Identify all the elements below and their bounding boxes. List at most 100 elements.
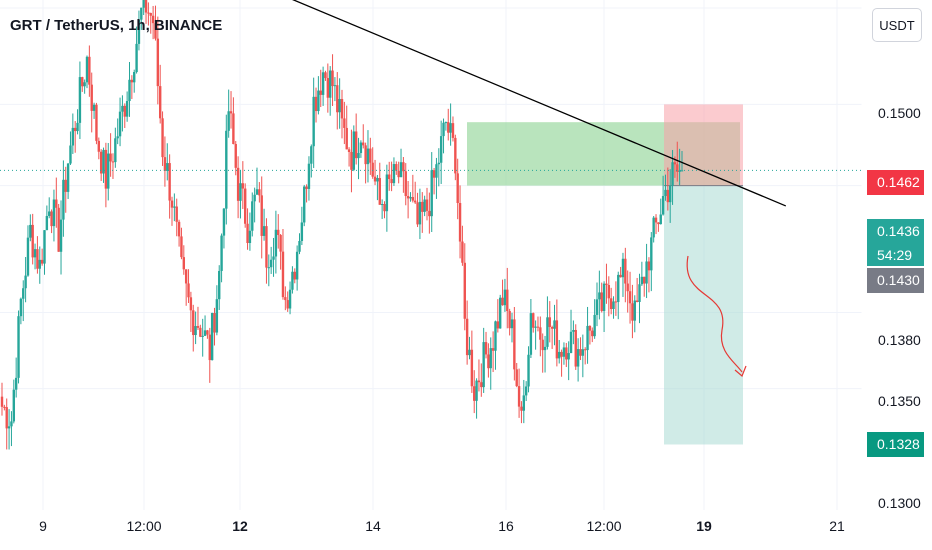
candle-body [149, 13, 152, 16]
candle-body [624, 258, 627, 284]
candles [0, 0, 684, 450]
candle-body [364, 145, 367, 165]
candle-body [336, 85, 339, 113]
candle-body [269, 259, 273, 268]
candle-body [347, 149, 351, 152]
candle-body [402, 162, 405, 172]
candle-body [83, 82, 86, 87]
candle-body [281, 251, 285, 298]
candle-body [626, 283, 629, 292]
candle-body [517, 386, 521, 407]
candle-body [222, 208, 226, 236]
candle-body [404, 171, 407, 197]
candle-body [362, 142, 365, 146]
candle-body [215, 299, 219, 333]
candle-body [333, 85, 337, 87]
candle-body [274, 229, 278, 257]
candle-body [97, 140, 101, 152]
candle-body [161, 118, 164, 158]
candle-body [631, 303, 634, 321]
candle-body [652, 217, 655, 238]
candle-body [659, 214, 662, 225]
candle-body [114, 138, 117, 163]
candle-body [463, 262, 466, 319]
candle-body [680, 170, 684, 172]
chart-title: GRT / TetherUS, 1h, BINANCE [10, 17, 223, 34]
candle-body [593, 314, 596, 337]
candle-body [345, 127, 348, 150]
candle-body [536, 326, 540, 328]
candle-body [454, 137, 457, 174]
candle-body [432, 170, 436, 178]
candle-body [583, 349, 587, 351]
candle-body [255, 189, 259, 195]
candle-body [288, 289, 292, 309]
candle-body [390, 179, 393, 184]
candle-body [491, 348, 495, 351]
candle-body [371, 162, 374, 177]
y-tick-label: 0.1380 [878, 332, 921, 348]
candle-body [279, 235, 282, 252]
candle-body [456, 173, 459, 203]
candle-body [303, 186, 306, 223]
candle-body [111, 161, 115, 163]
candle-body [298, 240, 301, 252]
candle-body [76, 122, 79, 132]
candle-body [605, 283, 608, 286]
candle-body [470, 349, 474, 387]
candle-body [22, 288, 25, 299]
candle-body [293, 271, 296, 280]
candle-body [310, 146, 313, 164]
candle-body [241, 183, 245, 189]
candle-body [527, 354, 530, 387]
candle-body [133, 72, 136, 83]
candle-body [359, 142, 363, 154]
candle-body [168, 163, 171, 201]
candle-body [354, 131, 358, 159]
candle-body [0, 396, 4, 407]
candle-body [62, 179, 65, 220]
candle-body [40, 259, 44, 264]
candle-body [489, 348, 492, 369]
candle-body [243, 188, 247, 224]
candle-body [534, 326, 537, 328]
candle-body [14, 377, 18, 390]
candle-body [600, 292, 603, 311]
candle-body [567, 353, 570, 360]
candle-body [428, 210, 431, 217]
trendline[interactable] [204, 0, 787, 207]
candle-body [24, 275, 27, 289]
candle-body [29, 224, 32, 238]
candle-body [338, 98, 341, 113]
take-profit-zone [664, 185, 743, 445]
candle-body [277, 229, 280, 236]
candle-body [513, 319, 516, 370]
candle-body [321, 72, 325, 95]
candle-body [116, 136, 119, 139]
candle-body [55, 199, 58, 208]
candle-body [506, 289, 509, 312]
candle-body [26, 237, 30, 276]
candle-body [253, 194, 256, 202]
candle-body [423, 199, 426, 212]
candle-body [638, 284, 641, 302]
y-tick-label: 0.1300 [878, 495, 921, 511]
candle-body [104, 149, 108, 189]
candle-body [326, 78, 330, 98]
candle-body [189, 297, 193, 311]
currency-button[interactable]: USDT [872, 8, 922, 42]
candle-body [430, 170, 433, 217]
candle-body [411, 197, 415, 201]
candle-body [645, 261, 648, 284]
candle-body [442, 122, 445, 137]
candle-body [343, 118, 346, 128]
entry-price-label: 0.1430 [867, 268, 924, 293]
candle-body [43, 230, 46, 264]
candle-body [319, 90, 322, 95]
candle-body [19, 298, 23, 317]
candle-body [73, 127, 77, 132]
candle-body [135, 43, 138, 73]
candle-body [208, 334, 211, 361]
candle-body [81, 77, 84, 87]
